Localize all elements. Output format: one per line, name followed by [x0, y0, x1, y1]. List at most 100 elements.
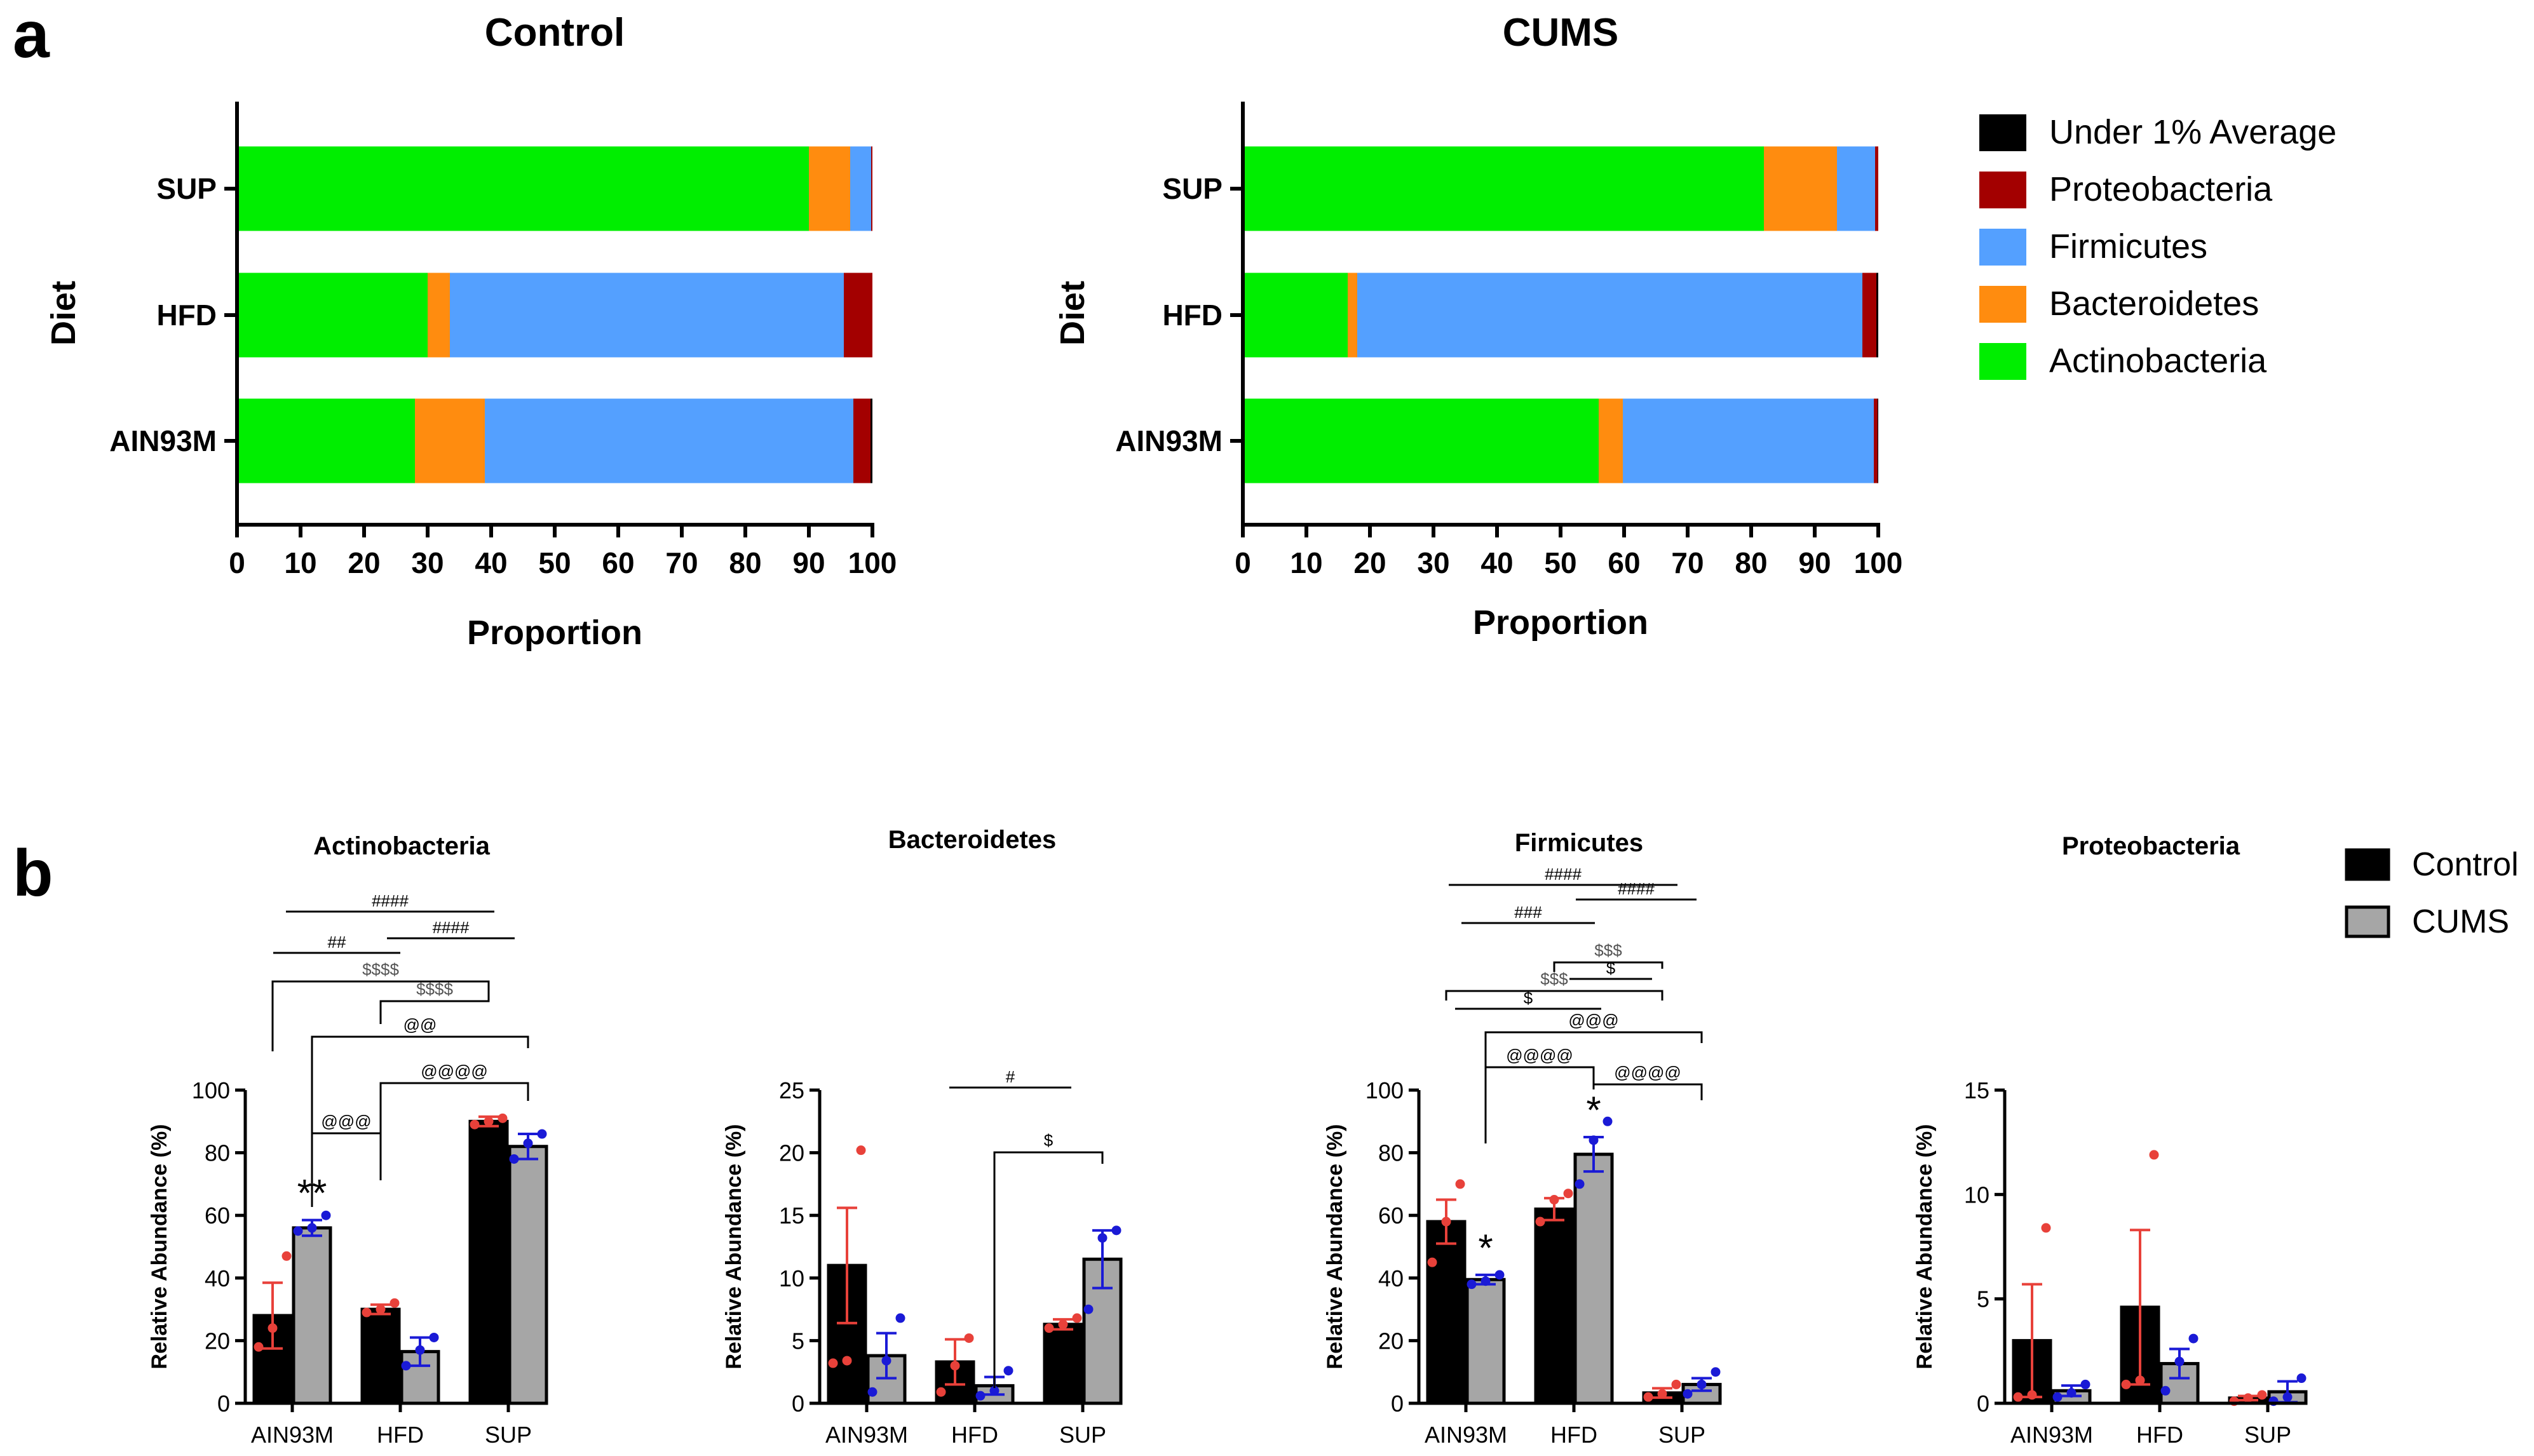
legend-swatch-firmicutes	[1979, 229, 2026, 266]
bar-ain93m-control	[1426, 1220, 1467, 1405]
data-point-sup-control	[1058, 1319, 1068, 1330]
chart-title: Bacteroidetes	[888, 826, 1057, 854]
data-point-hfd-cums	[975, 1391, 986, 1401]
y-tick-label: 40	[1378, 1265, 1404, 1291]
data-point-ain93m-cums	[1480, 1276, 1491, 1286]
y-tick-label: 25	[779, 1077, 804, 1103]
x-tick-label: 100	[848, 546, 897, 579]
bar-segment-hfd-actinobacteria	[237, 273, 428, 358]
y-axis-title: Relative Abundance (%)	[722, 1124, 746, 1369]
y-axis-title: Diet	[1054, 281, 1092, 346]
y-tick-label: 100	[1365, 1077, 1404, 1103]
bar-segment-ain93m-actinobacteria	[237, 398, 415, 483]
y-axis-title: Relative Abundance (%)	[147, 1124, 172, 1369]
significance-bracket	[1445, 990, 1663, 1001]
data-point-ain93m-cums	[2066, 1388, 2077, 1398]
bar-segment-hfd-firmicutes	[450, 273, 844, 358]
data-point-sup-control	[470, 1119, 480, 1129]
y-tick-label: 15	[1964, 1077, 1989, 1103]
y-tick-label: 80	[205, 1140, 230, 1166]
bar-hfd-cums	[1573, 1152, 1614, 1405]
x-tick-label: HFD	[951, 1422, 998, 1448]
data-point-hfd-cums	[1602, 1116, 1613, 1126]
x-tick-label: SUP	[2244, 1422, 2291, 1448]
y-tick-label: 60	[205, 1203, 230, 1229]
x-tick-label: 20	[1353, 546, 1386, 579]
chart-b-actinobacteria: Actinobacteria AIN93M HFD SUP 0 20 40 60 80 100 Re…	[147, 832, 548, 1448]
data-point-hfd-control	[1549, 1195, 1559, 1205]
significance-bracket	[1484, 1066, 1595, 1143]
data-point-hfd-control	[2149, 1150, 2159, 1160]
bar-segment-sup-actinobacteria	[1243, 146, 1764, 231]
data-point-hfd-control	[376, 1304, 386, 1314]
data-point-ain93m-cums	[1494, 1270, 1505, 1280]
significance-star: *	[1586, 1089, 1601, 1131]
panel-label-a: a	[13, 0, 50, 72]
data-point-ain93m-control	[1441, 1217, 1451, 1227]
significance-bracket	[993, 1151, 1104, 1388]
y-tick-label: 5	[1977, 1286, 1989, 1312]
bar-segment-hfd-actinobacteria	[1243, 273, 1348, 358]
data-point-ain93m-cums	[895, 1313, 905, 1323]
x-tick-label: HFD	[2136, 1422, 2183, 1448]
data-point-sup-cums	[509, 1154, 519, 1164]
panel-label-b: b	[13, 837, 53, 910]
bar-segment-ain93m-firmicutes	[1623, 398, 1874, 483]
data-point-hfd-control	[964, 1333, 974, 1343]
significance-bracket	[379, 1082, 529, 1133]
x-tick-label: 70	[665, 546, 698, 579]
bar-segment-hfd-bacteroidetes	[1348, 273, 1357, 358]
significance-bracket	[1484, 1031, 1703, 1067]
legend-label: Bacteroidetes	[2049, 285, 2259, 323]
y-tick-label: 15	[779, 1203, 804, 1229]
data-point-sup-control	[1671, 1379, 1681, 1389]
data-point-sup-control	[1657, 1389, 1667, 1399]
chart-a-cums: CUMS SUP HFD AIN93M 0 10 20 30 40 50 60 70 80 90 100 Pr…	[1054, 11, 1902, 642]
x-tick-label: 60	[1608, 546, 1640, 579]
y-tick-label: HFD	[1162, 299, 1223, 332]
legend-label: Under 1% Average	[2049, 113, 2336, 151]
chart-title: Firmicutes	[1515, 829, 1643, 857]
significance-label: $$$	[1594, 941, 1622, 960]
significance-label: $$$$	[362, 960, 399, 979]
data-point-hfd-cums	[2160, 1385, 2171, 1396]
significance-label: @@@@	[421, 1062, 488, 1081]
data-point-hfd-cums	[415, 1345, 425, 1355]
significance-label: @@@@	[1614, 1063, 1681, 1082]
bar-segment-sup-bacteroidetes	[1764, 146, 1837, 231]
data-point-ain93m-control	[828, 1358, 838, 1368]
data-point-sup-control	[484, 1116, 494, 1126]
bar-sup-control	[1043, 1323, 1083, 1405]
x-tick-label: 40	[1480, 546, 1513, 579]
significance-label: $$$	[1540, 969, 1568, 988]
data-point-ain93m-control	[856, 1145, 866, 1156]
data-point-hfd-control	[390, 1298, 400, 1308]
bar-ain93m-cums	[1465, 1277, 1506, 1405]
data-point-ain93m-control	[842, 1356, 852, 1366]
x-tick-label: SUP	[1658, 1422, 1705, 1448]
data-point-ain93m-control	[2013, 1392, 2023, 1402]
legend-label: Control	[2412, 846, 2519, 883]
x-tick-label: HFD	[1550, 1422, 1597, 1448]
significance-label: @@@@	[1506, 1046, 1573, 1065]
x-tick-label: 70	[1671, 546, 1704, 579]
data-point-sup-cums	[2296, 1373, 2307, 1384]
data-point-hfd-cums	[1003, 1366, 1013, 1376]
y-tick-label: 20	[1378, 1328, 1404, 1354]
data-point-ain93m-control	[281, 1251, 292, 1261]
legend-label: CUMS	[2412, 903, 2509, 940]
bar-sup-cums	[508, 1145, 548, 1405]
y-tick-label: AIN93M	[109, 424, 217, 457]
legend-swatch-under-1-average	[1979, 114, 2026, 151]
bar-segment-hfd-under-1-average	[1876, 273, 1878, 358]
bar-segment-hfd-bacteroidetes	[428, 273, 450, 358]
data-point-sup-control	[2243, 1393, 2253, 1403]
data-point-hfd-cums	[989, 1385, 999, 1396]
bar-segment-ain93m-firmicutes	[485, 398, 853, 483]
significance-label: @@@	[1568, 1011, 1618, 1030]
bar-segment-hfd-proteobacteria	[1862, 273, 1876, 358]
data-point-sup-cums	[1711, 1367, 1721, 1377]
y-tick-label: SUP	[1162, 172, 1223, 205]
significance-bracket	[1592, 1083, 1703, 1100]
data-point-sup-cums	[1097, 1233, 1108, 1243]
